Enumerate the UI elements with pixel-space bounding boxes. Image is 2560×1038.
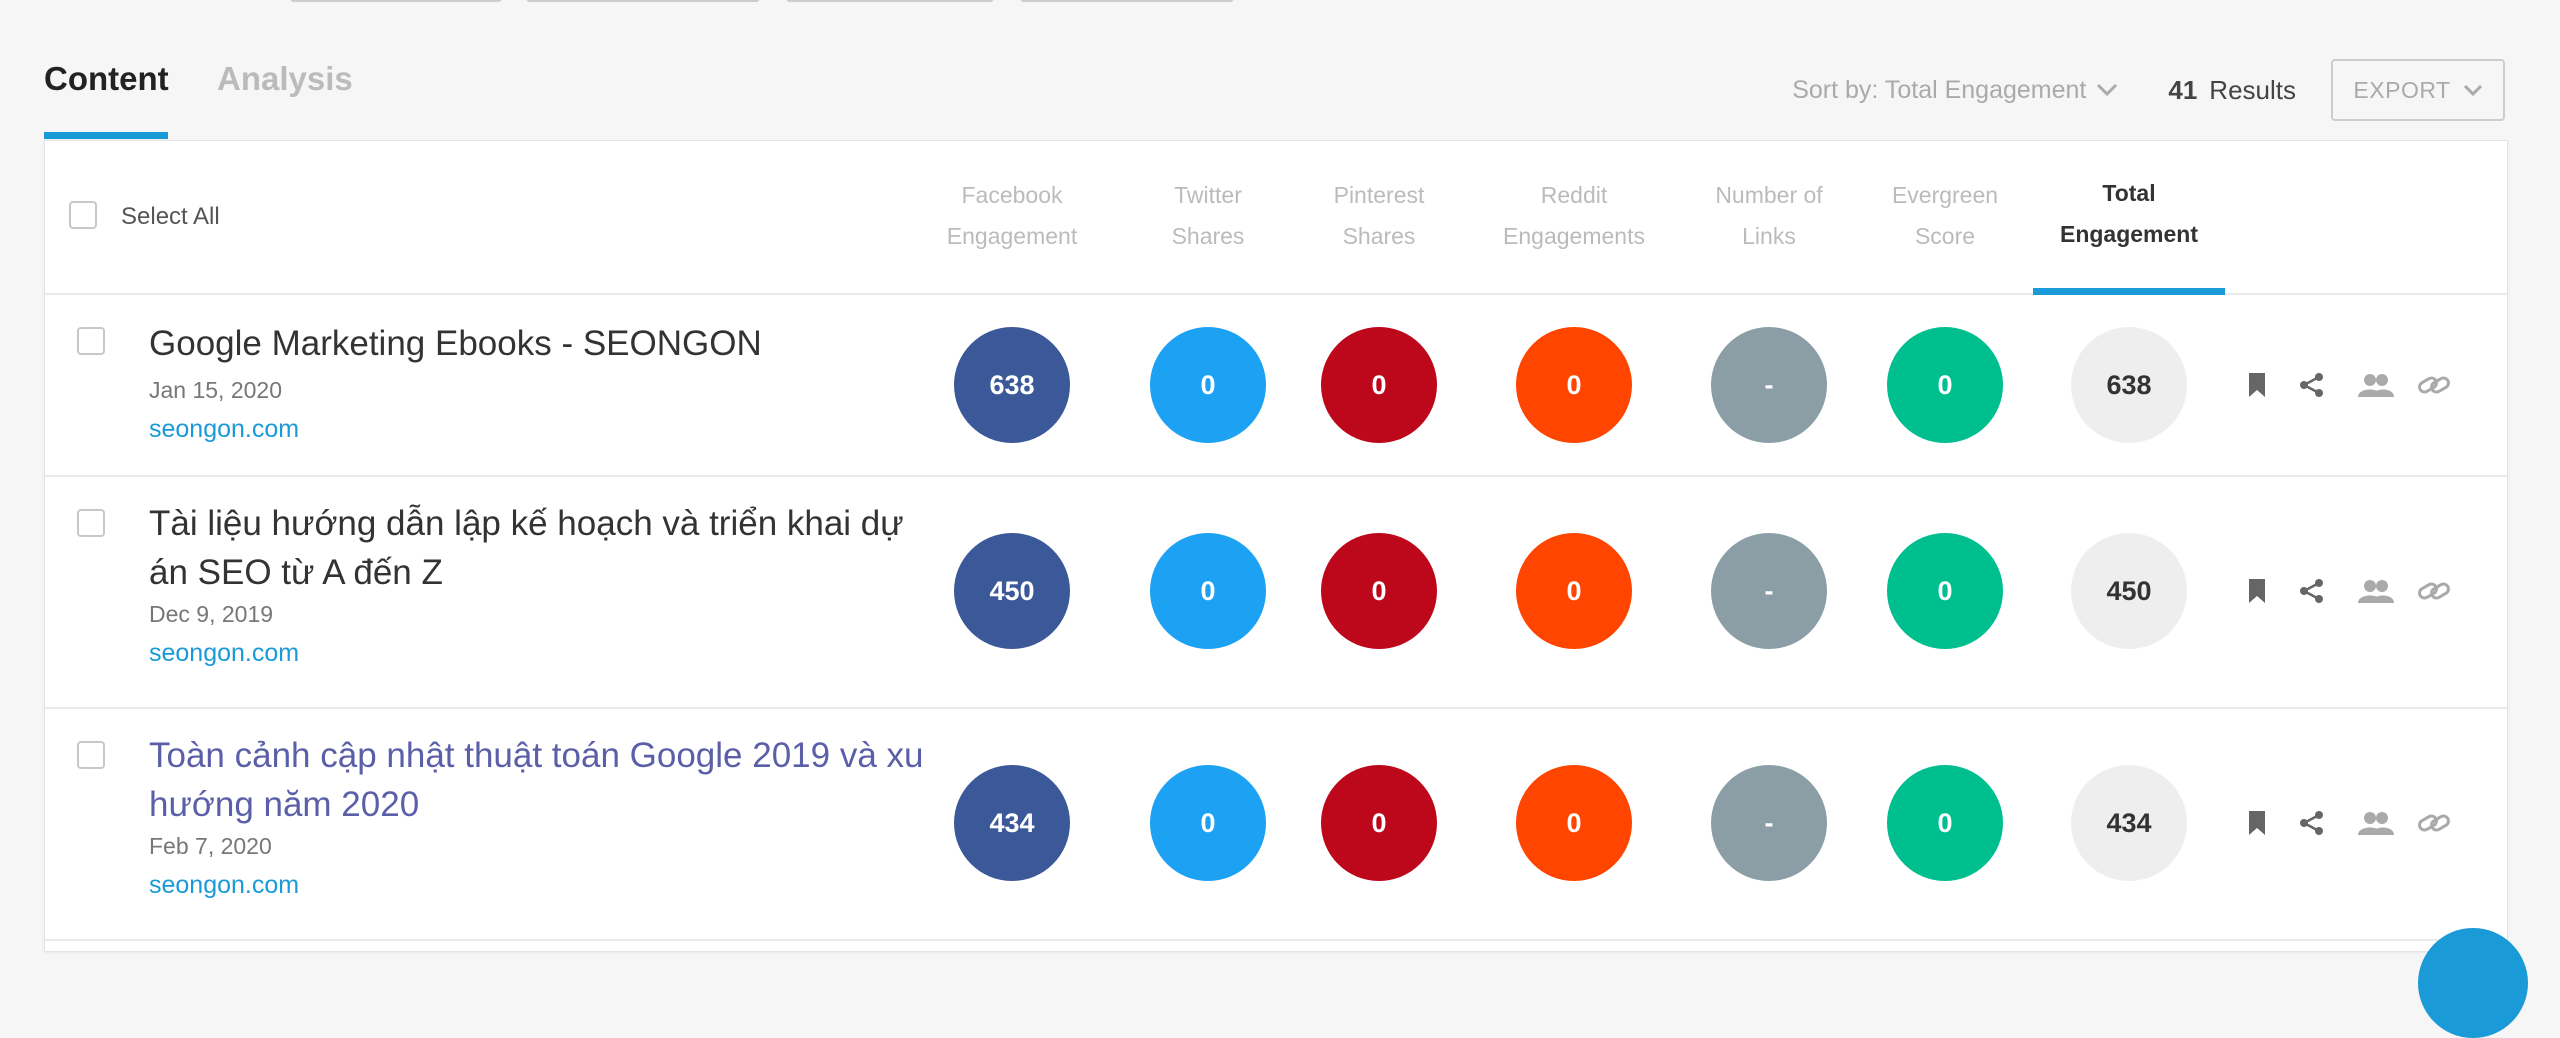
column-facebook-engagement[interactable]: Facebook Engagement bbox=[927, 175, 1097, 257]
column-label-line1: Total bbox=[2102, 180, 2156, 206]
filter-button-partial[interactable] bbox=[786, 0, 994, 2]
article-date: Feb 7, 2020 bbox=[149, 833, 272, 859]
export-label: EXPORT bbox=[2353, 76, 2451, 103]
reddit-engagements-value: 0 bbox=[1516, 327, 1632, 443]
total-engagement-value: 450 bbox=[2071, 533, 2187, 649]
table-row: Google Marketing Ebooks - SEONGON Jan 15… bbox=[45, 293, 2507, 477]
number-of-links-value: - bbox=[1711, 765, 1827, 881]
article-title[interactable]: Google Marketing Ebooks - SEONGON bbox=[149, 324, 762, 363]
article-domain[interactable]: seongon.com bbox=[149, 415, 300, 443]
column-label-line2: Links bbox=[1742, 223, 1796, 249]
results-number: 41 bbox=[2168, 74, 2198, 105]
evergreen-score-value: 0 bbox=[1887, 327, 2003, 443]
column-evergreen-score[interactable]: Evergreen Score bbox=[1860, 175, 2030, 257]
bookmark-icon[interactable] bbox=[2248, 372, 2266, 398]
column-label-line1: Twitter bbox=[1174, 182, 1242, 208]
column-reddit-engagements[interactable]: Reddit Engagements bbox=[1489, 175, 1659, 257]
column-label-line1: Pinterest bbox=[1333, 182, 1425, 208]
bookmark-icon[interactable] bbox=[2248, 578, 2266, 604]
total-engagement-value: 434 bbox=[2071, 765, 2187, 881]
pinterest-shares-value: 0 bbox=[1321, 765, 1437, 881]
total-engagement-value: 638 bbox=[2071, 327, 2187, 443]
export-button[interactable]: EXPORT bbox=[2331, 59, 2505, 121]
twitter-shares-value: 0 bbox=[1150, 533, 1266, 649]
column-label-line1: Number of bbox=[1715, 182, 1823, 208]
sort-dropdown[interactable]: Sort by: Total Engagement bbox=[1792, 76, 2118, 105]
column-label-line1: Evergreen bbox=[1891, 182, 1999, 208]
share-icon[interactable] bbox=[2299, 810, 2325, 836]
column-label-line2: Engagement bbox=[946, 223, 1078, 249]
reddit-engagements-value: 0 bbox=[1516, 533, 1632, 649]
floating-chat-button[interactable] bbox=[2418, 928, 2528, 1038]
row-checkbox[interactable] bbox=[77, 327, 105, 355]
pinterest-shares-value: 0 bbox=[1321, 533, 1437, 649]
select-all-checkbox[interactable] bbox=[69, 201, 97, 229]
twitter-shares-value: 0 bbox=[1150, 327, 1266, 443]
article-date: Dec 9, 2019 bbox=[149, 601, 274, 627]
share-icon[interactable] bbox=[2299, 578, 2325, 604]
link-icon[interactable] bbox=[2417, 811, 2451, 835]
chevron-down-icon bbox=[2097, 83, 2118, 97]
filter-button-partial[interactable] bbox=[290, 0, 502, 2]
chevron-down-icon bbox=[2463, 84, 2482, 96]
column-total-engagement[interactable]: Total Engagement bbox=[2044, 173, 2214, 255]
results-count: 41 Results bbox=[2168, 75, 2296, 106]
sorted-column-indicator bbox=[2033, 288, 2225, 295]
filter-button-partial[interactable] bbox=[526, 0, 760, 2]
results-label: Results bbox=[2209, 74, 2296, 105]
column-label-line1: Facebook bbox=[961, 182, 1063, 208]
facebook-engagement-value: 434 bbox=[954, 765, 1070, 881]
facebook-engagement-value: 638 bbox=[954, 327, 1070, 443]
evergreen-score-value: 0 bbox=[1887, 765, 2003, 881]
column-label-line1: Reddit bbox=[1540, 182, 1608, 208]
column-label-line2: Score bbox=[1914, 223, 1976, 249]
active-tab-indicator bbox=[44, 132, 168, 139]
sort-label: Sort by: Total Engagement bbox=[1792, 75, 2087, 104]
column-label-line2: Engagement bbox=[2059, 221, 2199, 247]
filter-button-partial[interactable] bbox=[1020, 0, 1234, 2]
link-icon[interactable] bbox=[2417, 373, 2451, 397]
facebook-engagement-value: 450 bbox=[954, 533, 1070, 649]
users-icon[interactable] bbox=[2358, 811, 2394, 835]
tab-analysis[interactable]: Analysis bbox=[217, 60, 353, 97]
table-header: Select All Facebook Engagement Twitter Sha… bbox=[45, 141, 2507, 295]
users-icon[interactable] bbox=[2358, 579, 2394, 603]
share-icon[interactable] bbox=[2299, 372, 2325, 398]
column-number-of-links[interactable]: Number of Links bbox=[1684, 175, 1854, 257]
column-label-line2: Engagements bbox=[1503, 223, 1645, 249]
reddit-engagements-value: 0 bbox=[1516, 765, 1632, 881]
row-checkbox[interactable] bbox=[77, 741, 105, 769]
number-of-links-value: - bbox=[1711, 327, 1827, 443]
twitter-shares-value: 0 bbox=[1150, 765, 1266, 881]
pinterest-shares-value: 0 bbox=[1321, 327, 1437, 443]
article-date: Jan 15, 2020 bbox=[149, 377, 283, 403]
tab-content[interactable]: Content bbox=[44, 60, 169, 97]
article-title[interactable]: Toàn cảnh cập nhật thuật toán Google 201… bbox=[149, 736, 924, 824]
column-label-line2: Shares bbox=[1171, 223, 1245, 249]
column-pinterest-shares[interactable]: Pinterest Shares bbox=[1294, 175, 1464, 257]
table-row: Toàn cảnh cập nhật thuật toán Google 201… bbox=[45, 707, 2507, 941]
article-domain[interactable]: seongon.com bbox=[149, 639, 300, 667]
select-all-label: Select All bbox=[121, 203, 220, 230]
content-table: Select All Facebook Engagement Twitter Sha… bbox=[44, 140, 2508, 952]
bookmark-icon[interactable] bbox=[2248, 810, 2266, 836]
link-icon[interactable] bbox=[2417, 579, 2451, 603]
users-icon[interactable] bbox=[2358, 373, 2394, 397]
evergreen-score-value: 0 bbox=[1887, 533, 2003, 649]
article-domain[interactable]: seongon.com bbox=[149, 871, 300, 899]
results-toolbar: Sort by: Total Engagement 41 Results EXPO… bbox=[1792, 59, 2505, 121]
number-of-links-value: - bbox=[1711, 533, 1827, 649]
column-label-line2: Shares bbox=[1342, 223, 1416, 249]
column-twitter-shares[interactable]: Twitter Shares bbox=[1123, 175, 1293, 257]
table-row: Tài liệu hướng dẫn lập kế hoạch và triển… bbox=[45, 475, 2507, 709]
row-checkbox[interactable] bbox=[77, 509, 105, 537]
article-title[interactable]: Tài liệu hướng dẫn lập kế hoạch và triển… bbox=[149, 504, 904, 592]
